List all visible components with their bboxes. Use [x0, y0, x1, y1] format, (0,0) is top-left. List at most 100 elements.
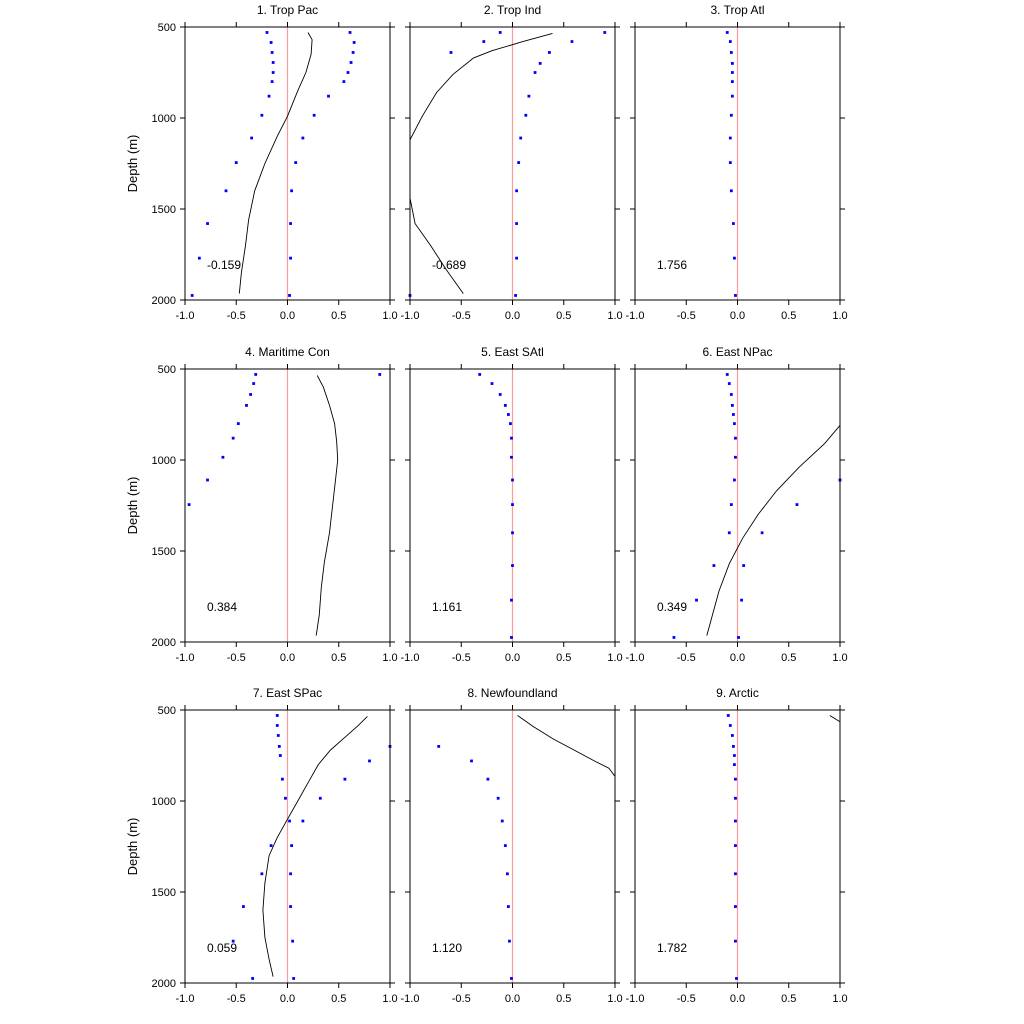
- panel-data: [315, 375, 339, 636]
- panel-data: [238, 32, 313, 294]
- data-point: [510, 455, 513, 459]
- data-point: [327, 94, 330, 98]
- data-point: [734, 844, 737, 847]
- x-tick-label: -1.0: [626, 652, 645, 664]
- y-tick-label: 500: [158, 364, 176, 376]
- x-tick-label: 1.0: [607, 652, 622, 664]
- y-tick-label: 1500: [152, 204, 176, 216]
- data-point: [517, 161, 521, 164]
- data-point: [290, 189, 293, 193]
- profile-line: [706, 425, 840, 636]
- data-point: [519, 136, 523, 140]
- data-point: [730, 71, 734, 74]
- data-point: [548, 51, 551, 54]
- data-point: [729, 503, 733, 506]
- panel-title: 4. Maritime Con: [245, 345, 330, 359]
- data-point: [312, 113, 316, 117]
- x-tick-label: 0.0: [730, 652, 745, 664]
- data-point: [352, 41, 356, 44]
- profile-line: [410, 32, 553, 141]
- data-point: [343, 777, 347, 781]
- profile-line: [315, 375, 339, 636]
- panel-title: 7. East SPac: [253, 686, 322, 700]
- data-point: [603, 31, 607, 34]
- data-point: [527, 94, 531, 98]
- data-point: [538, 62, 542, 65]
- panel-title: 2. Trop Ind: [484, 3, 541, 17]
- panels-group: -1.0 -0.5 0.0 0.5 1.0 500 1000 1500 2000 1. Trop …: [125, 3, 848, 1005]
- data-point: [251, 977, 255, 980]
- y-tick-label: 500: [158, 22, 176, 34]
- y-tick-label: 2000: [152, 637, 176, 649]
- y-tick-label: 2000: [152, 295, 176, 307]
- data-point: [760, 531, 764, 535]
- data-point: [234, 161, 238, 164]
- panel-title: 6. East NPac: [702, 345, 772, 359]
- data-point: [289, 872, 292, 876]
- x-tick-label: -1.0: [626, 993, 645, 1005]
- x-tick-label: 0.5: [556, 652, 571, 664]
- panel-value-label: 0.384: [207, 600, 237, 614]
- data-point: [500, 819, 504, 823]
- profile-line: [238, 32, 313, 294]
- data-point: [734, 436, 737, 440]
- y-tick-label: 1000: [152, 455, 176, 467]
- profile-line: [262, 716, 368, 977]
- data-point: [271, 61, 275, 64]
- data-point: [795, 503, 799, 506]
- panel-data: [517, 715, 615, 777]
- data-point: [260, 113, 264, 117]
- data-point: [735, 977, 738, 980]
- data-point: [725, 31, 729, 34]
- data-point: [515, 256, 518, 260]
- data-point: [368, 759, 371, 763]
- data-point: [242, 905, 245, 908]
- data-point: [284, 796, 287, 800]
- data-point: [267, 94, 271, 98]
- panel-value-label: 1.782: [657, 941, 687, 955]
- data-point: [734, 294, 737, 297]
- data-point: [269, 844, 273, 847]
- data-point: [294, 161, 298, 164]
- x-tick-label: -1.0: [401, 310, 420, 322]
- x-tick-label: 0.0: [730, 993, 745, 1005]
- data-point: [301, 136, 305, 140]
- data-point: [726, 714, 730, 717]
- x-tick-label: -1.0: [176, 993, 195, 1005]
- panel-1: -1.0 -0.5 0.0 0.5 1.0 500 1000 1500 2000 1. Trop …: [125, 3, 398, 322]
- panel-value-label: 1.756: [657, 258, 687, 272]
- data-point: [733, 763, 736, 766]
- data-point: [249, 393, 252, 396]
- data-point: [478, 373, 482, 376]
- data-point: [511, 478, 514, 482]
- x-tick-label: 1.0: [382, 993, 397, 1005]
- data-point: [734, 777, 737, 781]
- data-point: [498, 393, 502, 396]
- data-point: [288, 294, 291, 297]
- data-point: [734, 872, 737, 876]
- panel-data: [829, 715, 840, 723]
- panel-value-label: 1.120: [432, 941, 462, 955]
- data-point: [318, 796, 322, 800]
- data-point: [729, 393, 733, 396]
- data-point: [206, 478, 209, 482]
- data-point: [482, 40, 486, 43]
- data-point: [291, 939, 295, 943]
- x-tick-label: -0.5: [677, 310, 696, 322]
- data-point: [570, 40, 574, 43]
- x-tick-label: 0.5: [331, 652, 346, 664]
- data-point: [730, 80, 734, 83]
- data-point: [507, 905, 510, 908]
- x-tick-label: 0.0: [280, 310, 295, 322]
- data-point: [510, 436, 513, 440]
- x-tick-label: -1.0: [176, 652, 195, 664]
- data-point: [730, 94, 734, 98]
- data-point: [728, 161, 732, 164]
- data-point: [265, 31, 269, 34]
- x-tick-label: -0.5: [677, 652, 696, 664]
- data-point: [729, 51, 733, 54]
- data-point: [511, 531, 514, 535]
- data-point: [730, 404, 734, 407]
- y-tick-label: 1500: [152, 887, 176, 899]
